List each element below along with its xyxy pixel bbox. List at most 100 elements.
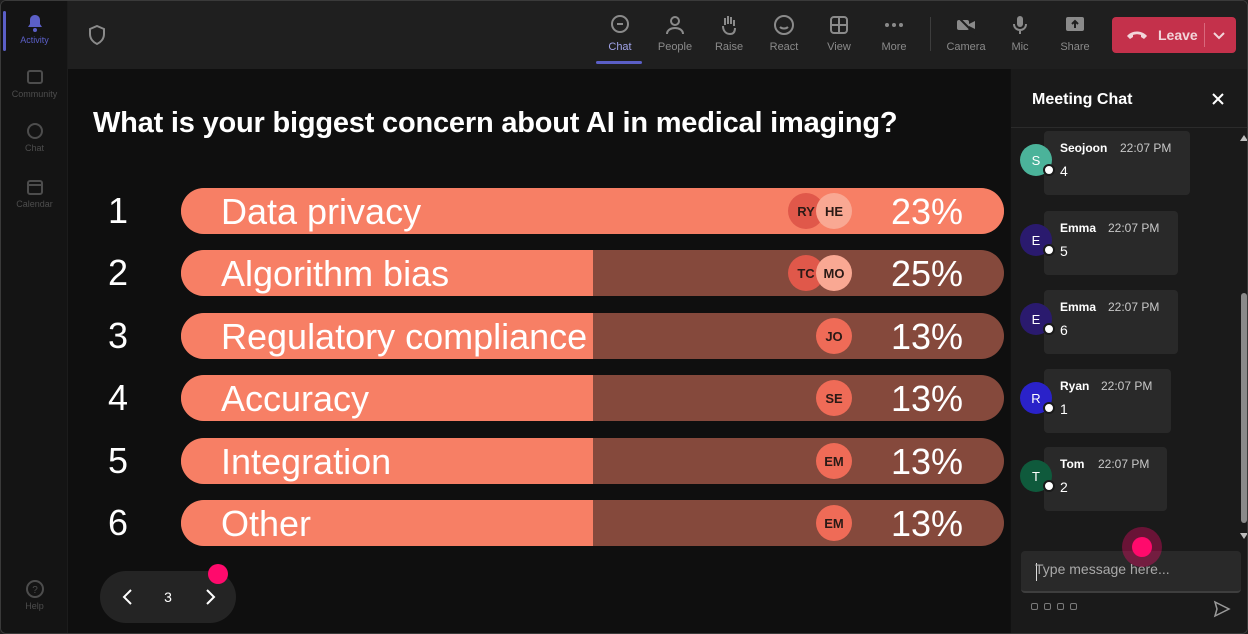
poll-option-percent: 13% (890, 378, 963, 419)
voter-avatar: EM (816, 505, 852, 541)
close-icon[interactable] (1209, 90, 1227, 108)
share-button[interactable]: Share (1050, 13, 1100, 63)
people-button[interactable]: People (650, 13, 700, 63)
poll-option-bar[interactable]: Algorithm bias TC MO 25% (181, 250, 1004, 296)
presence-status-icon (1043, 323, 1055, 335)
leave-label: Leave (1158, 27, 1198, 43)
share-icon (1066, 17, 1084, 31)
rail-label: Help (25, 601, 44, 611)
message-sender: Seojoon (1060, 141, 1108, 155)
chat-message[interactable]: Emma 22:07 PM 6 (1044, 290, 1178, 354)
mic-button[interactable]: Mic (995, 13, 1045, 63)
scroll-up-icon[interactable] (1240, 135, 1248, 141)
more-button[interactable]: More (869, 13, 919, 63)
chevron-down-icon[interactable] (1212, 28, 1226, 42)
format-icon[interactable] (1031, 603, 1038, 610)
option-number: 3 (108, 315, 129, 356)
rail-calendar[interactable]: Calendar (1, 177, 68, 209)
presence-status-icon (1043, 402, 1055, 414)
voter-avatar: EM (816, 443, 852, 479)
rail-label: Chat (24, 143, 44, 153)
rail-activity[interactable]: Activity (1, 11, 68, 51)
poll-option-bar[interactable]: Data privacy RY HE 23% (181, 188, 1004, 234)
poll-question: What is your biggest concern about AI in… (93, 107, 898, 139)
chat-avatar[interactable]: E (1020, 303, 1055, 335)
poll-stage: What is your biggest concern about AI in… (68, 69, 1010, 633)
meeting-chat-panel: Meeting Chat Seojoon 22:07 PM 4 S Emma 22:07 … (1010, 69, 1248, 633)
smiley-icon (774, 15, 794, 35)
send-icon[interactable] (1213, 600, 1231, 618)
message-time: 22:07 PM (1108, 221, 1160, 235)
view-label: View (827, 41, 851, 53)
chat-compose[interactable] (1021, 551, 1241, 593)
people-icon (666, 16, 684, 35)
toolbar-divider (930, 17, 931, 51)
phone-hangup-icon (1127, 31, 1147, 39)
gif-icon[interactable] (1070, 603, 1077, 610)
chat-message[interactable]: Ryan 22:07 PM 1 (1044, 369, 1171, 433)
message-text: 5 (1060, 243, 1068, 259)
chat-avatar[interactable]: R (1020, 382, 1055, 414)
page-number: 3 (164, 589, 172, 605)
chevron-right-icon[interactable] (200, 587, 220, 607)
scroll-down-icon[interactable] (1240, 533, 1248, 539)
rail-label: Activity (20, 35, 49, 45)
chat-button[interactable]: Chat (595, 13, 645, 64)
poll-option-fill (181, 500, 593, 546)
poll-option-label: Other (221, 503, 312, 544)
rail-chat[interactable]: Chat (1, 121, 68, 153)
mic-icon (1013, 16, 1027, 34)
rail-help[interactable]: ? Help (1, 579, 68, 611)
avatar-initial: S (1031, 152, 1041, 168)
shield-icon[interactable] (88, 25, 106, 45)
svg-text:?: ? (32, 585, 38, 596)
chevron-left-icon[interactable] (118, 587, 138, 607)
chat-avatar[interactable]: T (1020, 460, 1055, 492)
voter-avatar: MO (816, 255, 852, 291)
presence-status-icon (1043, 480, 1055, 492)
chat-message[interactable]: Tom 22:07 PM 2 (1044, 447, 1167, 511)
rail-community[interactable]: Community (1, 67, 68, 99)
poll-option-bar[interactable]: Other EM 13% (181, 500, 1004, 546)
view-button[interactable]: View (814, 13, 864, 63)
share-label: Share (1060, 41, 1090, 53)
chat-avatar[interactable]: S (1020, 144, 1055, 176)
poll-option-bar[interactable]: Regulatory compliance JO 13% (181, 313, 1004, 359)
rail-label: Calendar (16, 199, 53, 209)
chat-message[interactable]: Seojoon 22:07 PM 4 (1044, 131, 1190, 195)
leave-button[interactable]: Leave (1112, 17, 1236, 53)
hand-icon (722, 16, 736, 36)
avatar-initial: E (1031, 311, 1041, 327)
react-button[interactable]: React (759, 13, 809, 63)
raise-button[interactable]: Raise (704, 13, 754, 63)
message-sender: Ryan (1060, 379, 1090, 393)
message-text: 2 (1060, 479, 1068, 495)
avatar-initial: T (1032, 468, 1040, 484)
chat-avatar[interactable]: E (1020, 224, 1055, 256)
poll-option-fill (181, 250, 593, 296)
message-sender: Tom (1060, 457, 1085, 471)
leave-divider (1204, 23, 1205, 47)
poll-option-bar[interactable]: Accuracy SE 13% (181, 375, 1004, 421)
poll-option-fill (181, 188, 1004, 234)
voter-avatar: JO (816, 318, 852, 354)
rail-label: Community (11, 89, 58, 99)
option-number: 6 (108, 502, 129, 543)
avatar-initial: R (1031, 390, 1041, 406)
message-sender: Emma (1060, 300, 1097, 314)
more-icon (885, 23, 903, 27)
chat-icon (611, 15, 629, 33)
chat-scrollbar[interactable] (1237, 131, 1248, 543)
emoji-icon[interactable] (1057, 603, 1064, 610)
poll-option-percent: 25% (890, 253, 963, 294)
voter-avatar: HE (816, 193, 852, 229)
chat-message-input[interactable] (1035, 561, 1225, 577)
chat-message[interactable]: Emma 22:07 PM 5 (1044, 211, 1178, 275)
camera-button[interactable]: Camera (941, 13, 991, 63)
attach-icon[interactable] (1044, 603, 1051, 610)
meeting-toolbar: Chat People Raise React View More Camera (68, 1, 1247, 69)
poll-option-bar[interactable]: Integration EM 13% (181, 438, 1004, 484)
scroll-thumb[interactable] (1241, 293, 1247, 523)
people-label: People (657, 41, 693, 53)
